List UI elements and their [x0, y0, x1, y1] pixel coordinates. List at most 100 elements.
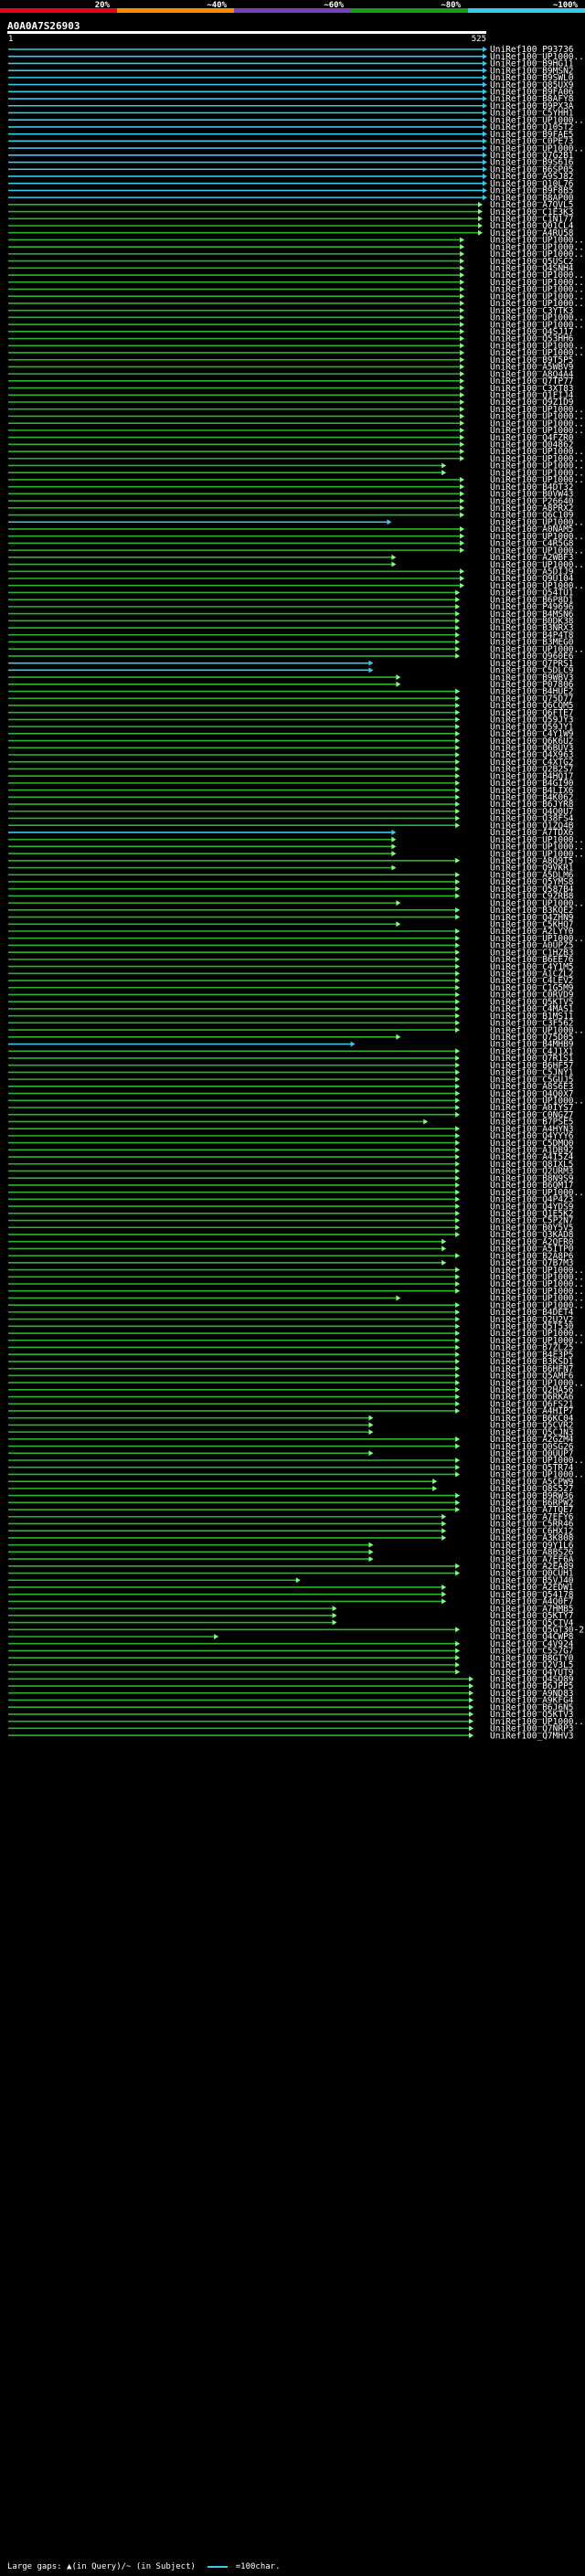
hit-arrow — [455, 652, 461, 659]
hit-arrow — [391, 843, 397, 850]
hit-arrow — [455, 752, 461, 758]
hit-label: UniRef100_A5ITP0 — [490, 1245, 574, 1255]
hit-arrow — [455, 1288, 461, 1294]
hit-label: UniRef100_Q7NRP3 — [490, 1724, 574, 1734]
hit-label: UniRef100_Q8S527 — [490, 1484, 574, 1494]
hit-label: UniRef100_Q1E5K2 — [490, 1209, 574, 1219]
hit-label: UniRef100_B1MS11 — [490, 1012, 574, 1022]
hit-label: UniRef100_A2WBF3 — [490, 553, 574, 563]
hit-label: UniRef100_Q9U104 — [490, 574, 574, 584]
hit-label: UniRef100_B0Y5V5 — [490, 1223, 574, 1233]
hit-label: UniRef100_UP1000... — [490, 934, 585, 944]
hit-arrow — [460, 525, 465, 532]
hit-label: UniRef100_A7TQE7 — [490, 1505, 574, 1515]
hit-label: UniRef100_Q4SJ17 — [490, 327, 574, 337]
hit-arrow — [460, 582, 465, 588]
hit-arrow — [455, 1500, 461, 1506]
hit-label: UniRef100_Q75D05 — [490, 1033, 574, 1043]
hit-label: UniRef100_C5YHH1 — [490, 109, 574, 119]
hit-arrow — [483, 145, 487, 152]
hit-label: UniRef100_A8S6E3 — [490, 1082, 574, 1092]
hit-arrow — [455, 878, 461, 885]
hit-label: UniRef100_Q0SG26 — [490, 1442, 574, 1452]
hit-label: UniRef100_UP1000... — [490, 849, 585, 859]
hit-label: UniRef100_B0VW43 — [490, 490, 574, 500]
hit-arrow — [455, 999, 461, 1005]
hit-arrow — [455, 1097, 461, 1104]
hit-arrow — [483, 110, 487, 116]
hit-arrow — [455, 625, 461, 631]
hit-arrow — [396, 900, 401, 906]
ruler-start-label: 1 — [8, 35, 14, 44]
hit-label: UniRef100_B0DK38 — [490, 617, 574, 627]
hit-arrow — [350, 1041, 356, 1047]
hit-label: UniRef100_Q5CTV4 — [490, 1618, 574, 1628]
hit-label: UniRef100_Q7MHV3 — [490, 1731, 574, 1741]
hit-label: UniRef100_UP1000... — [490, 1717, 585, 1727]
hit-arrow — [455, 1394, 461, 1400]
hit-label: UniRef100_A4Q0F7 — [490, 1597, 574, 1607]
hit-arrow — [455, 1048, 461, 1055]
hit-arrow — [460, 399, 465, 405]
hit-label: UniRef100_A9ND83 — [490, 1689, 574, 1699]
hit-arrow — [460, 576, 465, 581]
hit-label: UniRef100_A0IYS7 — [490, 1103, 574, 1113]
hit-label: UniRef100_Q587B4 — [490, 885, 574, 895]
hit-arrow — [455, 1386, 461, 1393]
legend: Large gaps: ▲(in Query)/~ (in Subject) =… — [7, 2562, 281, 2571]
hit-arrow — [478, 223, 484, 228]
hit-label: UniRef100_UP1000... — [490, 348, 585, 358]
hit-label: UniRef100_B9FAE5 — [490, 130, 574, 140]
hit-arrow — [455, 766, 461, 772]
hit-label: UniRef100_Q7B7M3 — [490, 1258, 574, 1268]
hit-label: UniRef100_Q4P4Z3 — [490, 1195, 574, 1205]
hit-label: UniRef100_B9HG11 — [490, 59, 574, 69]
hit-arrow — [455, 914, 461, 920]
hit-label: UniRef100_Q54178 — [490, 1590, 574, 1600]
identity-colorbar: 20% ~40% ~60% ~80% ~100% — [0, 1, 585, 13]
hit-label: UniRef100_C4MAS1 — [490, 1004, 574, 1014]
hit-label: UniRef100_C3XT83 — [490, 384, 574, 394]
hit-label: UniRef100_Q4Q0U7 — [490, 807, 574, 817]
hit-label: UniRef100_C4V924 — [490, 1639, 574, 1649]
hit-label: UniRef100_B9F8B5 — [490, 186, 574, 196]
hit-label: UniRef100_Q6C109 — [490, 511, 574, 521]
hit-arrow — [469, 1690, 474, 1696]
hit-arrow — [295, 1577, 301, 1584]
hit-label: UniRef100_A0UPZ5 — [490, 941, 574, 951]
hit-arrow — [455, 893, 461, 899]
hit-arrow — [460, 547, 465, 554]
hit-label: UniRef100_Q6FTE7 — [490, 708, 574, 718]
hit-arrow — [483, 123, 487, 130]
hit-arrow — [460, 286, 465, 292]
hit-arrow — [455, 1217, 461, 1224]
hit-arrow — [460, 250, 465, 257]
hit-label: UniRef100_B9WBV3 — [490, 673, 574, 683]
hit-arrow — [455, 709, 461, 716]
hit-arrow — [455, 978, 461, 984]
hit-arrow — [455, 1168, 461, 1174]
hit-label: UniRef100_B8GTY0 — [490, 1653, 574, 1663]
hit-label: UniRef100_C1E3K3 — [490, 207, 574, 217]
hit-label: UniRef100_B9S616 — [490, 158, 574, 168]
hit-label: UniRef100_C4R5G8 — [490, 539, 574, 549]
hit-arrow — [455, 1224, 461, 1231]
colorbar-segment — [468, 8, 585, 13]
hit-label: UniRef100_B4E3P5 — [490, 1350, 574, 1360]
hit-arrow — [460, 279, 465, 285]
hit-label: UniRef100_UP1000... — [490, 468, 585, 478]
hit-label: UniRef100_A4HYN3 — [490, 1124, 574, 1134]
hit-arrow — [460, 540, 465, 546]
hit-arrow — [332, 1612, 337, 1618]
hit-label: UniRef100_B4MSN6 — [490, 610, 574, 620]
hit-arrow — [455, 1365, 461, 1372]
hit-arrow — [455, 1147, 461, 1153]
hit-arrow — [455, 1344, 461, 1351]
hit-arrow — [455, 631, 461, 638]
hit-arrow — [483, 159, 487, 165]
hit-arrow — [455, 1407, 461, 1414]
hit-label: UniRef100_Q2HA56 — [490, 1385, 574, 1395]
hit-label: UniRef100_UP1000... — [490, 426, 585, 436]
hit-label: UniRef100_C4J1X1 — [490, 1046, 574, 1056]
hit-arrow — [460, 314, 465, 321]
